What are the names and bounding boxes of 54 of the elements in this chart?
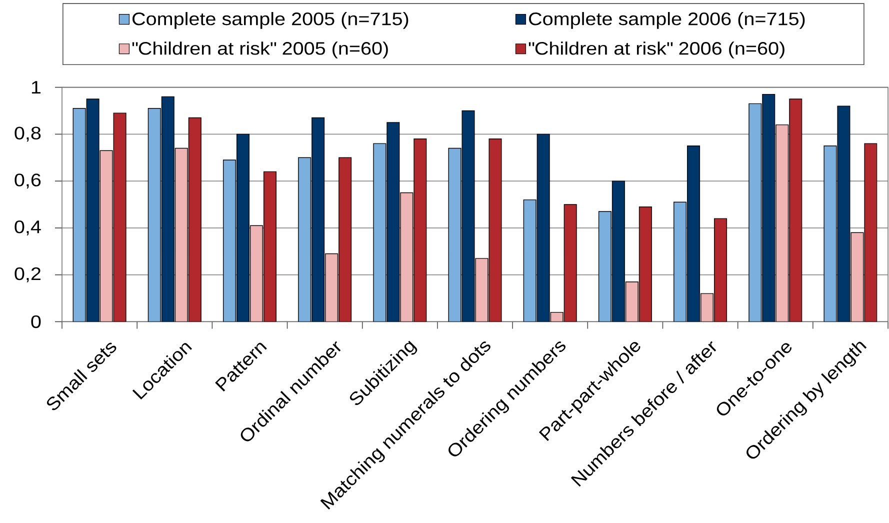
bar xyxy=(488,138,502,322)
legend-label: Complete sample 2005 (n=715) xyxy=(132,12,408,29)
bar xyxy=(700,293,714,322)
bar xyxy=(462,110,475,322)
bar xyxy=(748,103,762,322)
bar xyxy=(298,157,312,322)
y-tick-label: 0,8 xyxy=(14,126,41,142)
bar xyxy=(536,134,550,322)
bar xyxy=(687,146,700,322)
bar xyxy=(236,134,250,322)
bar xyxy=(674,202,687,322)
bar xyxy=(475,258,488,322)
bar xyxy=(564,204,577,322)
bar xyxy=(312,117,325,322)
legend-label: "Children at risk" 2006 (n=60) xyxy=(528,42,784,58)
bar xyxy=(113,112,126,322)
bar xyxy=(373,143,386,322)
bar xyxy=(638,206,652,322)
bar xyxy=(762,94,776,322)
bar xyxy=(263,171,276,322)
bar xyxy=(864,143,878,322)
legend-label: Complete sample 2006 (n=715) xyxy=(529,12,805,29)
bar xyxy=(148,108,161,322)
y-tick-label: 1 xyxy=(32,81,40,94)
bar xyxy=(598,211,612,322)
bar xyxy=(612,180,625,322)
bar xyxy=(789,98,802,322)
y-tick-label: 0 xyxy=(31,315,41,328)
bar xyxy=(448,148,462,322)
bar xyxy=(338,157,352,322)
bar xyxy=(100,150,113,322)
bar xyxy=(776,124,789,322)
y-tick-label: 0,2 xyxy=(14,267,40,282)
bar xyxy=(325,253,338,322)
bar xyxy=(400,192,414,322)
bar xyxy=(174,148,188,322)
bar xyxy=(222,160,236,322)
bar xyxy=(824,146,837,322)
bar xyxy=(850,232,864,322)
bar xyxy=(161,96,174,322)
bar xyxy=(86,98,100,322)
bar xyxy=(72,108,86,322)
bar xyxy=(386,122,400,322)
bar xyxy=(188,117,202,322)
y-tick-label: 0,4 xyxy=(14,220,41,236)
bar xyxy=(714,218,728,322)
bar xyxy=(550,312,563,322)
y-tick-label: 0,6 xyxy=(14,174,41,188)
bar xyxy=(523,199,536,322)
bar xyxy=(626,282,638,322)
bar xyxy=(250,225,263,322)
bar xyxy=(837,106,850,322)
legend-label: "Children at risk" 2005 (n=60) xyxy=(132,42,388,58)
bar xyxy=(414,138,427,322)
